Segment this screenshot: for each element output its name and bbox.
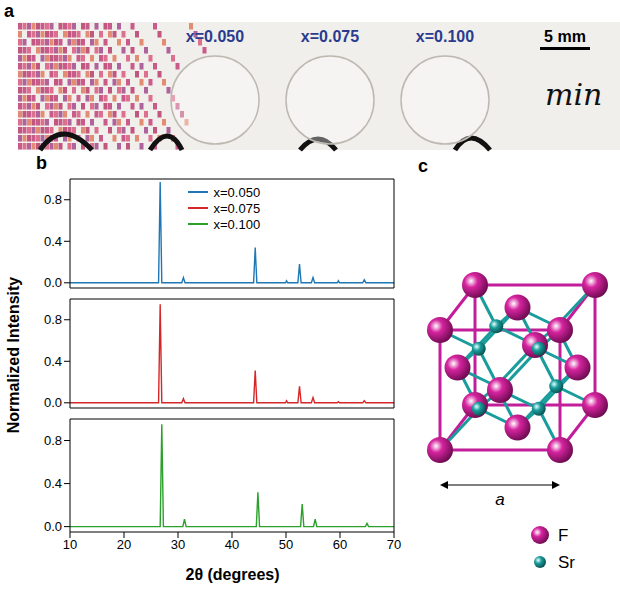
svg-text:0.8: 0.8 <box>44 312 62 327</box>
svg-text:60: 60 <box>333 537 347 552</box>
svg-text:Normalized Intensity: Normalized Intensity <box>5 277 22 434</box>
svg-text:0.0: 0.0 <box>44 395 62 410</box>
svg-text:Sr: Sr <box>558 553 575 572</box>
svg-text:0.8: 0.8 <box>44 192 62 207</box>
html-text:2θ (degrees): 2θ (degrees) <box>185 566 280 583</box>
svg-text:a: a <box>4 1 15 21</box>
svg-text:0.4: 0.4 <box>44 354 62 369</box>
svg-text:x=0.050: x=0.050 <box>186 28 244 45</box>
svg-text:x=0.100: x=0.100 <box>416 28 474 45</box>
svg-text:20: 20 <box>117 537 131 552</box>
svg-text:min: min <box>545 77 602 112</box>
svg-text:10: 10 <box>63 537 77 552</box>
svg-text:c: c <box>418 156 428 176</box>
html-text:x=0.100: x=0.100 <box>213 216 261 232</box>
svg-text:30: 30 <box>171 537 185 552</box>
svg-text:a: a <box>495 490 504 509</box>
html-text:x=0.050: x=0.050 <box>213 184 261 200</box>
svg-text:0.0: 0.0 <box>44 519 62 534</box>
svg-text:50: 50 <box>279 537 293 552</box>
html-text:x=0.075: x=0.075 <box>213 200 261 216</box>
svg-text:0.8: 0.8 <box>44 433 62 448</box>
svg-text:0.4: 0.4 <box>44 476 62 491</box>
html-text:b: b <box>36 153 47 173</box>
svg-text:0.0: 0.0 <box>44 275 62 290</box>
svg-text:0.4: 0.4 <box>44 234 62 249</box>
svg-text:40: 40 <box>225 537 239 552</box>
svg-text:x=0.075: x=0.075 <box>301 28 359 45</box>
svg-text:F: F <box>558 526 568 545</box>
svg-text:5 mm: 5 mm <box>544 28 586 45</box>
svg-text:70: 70 <box>387 537 401 552</box>
